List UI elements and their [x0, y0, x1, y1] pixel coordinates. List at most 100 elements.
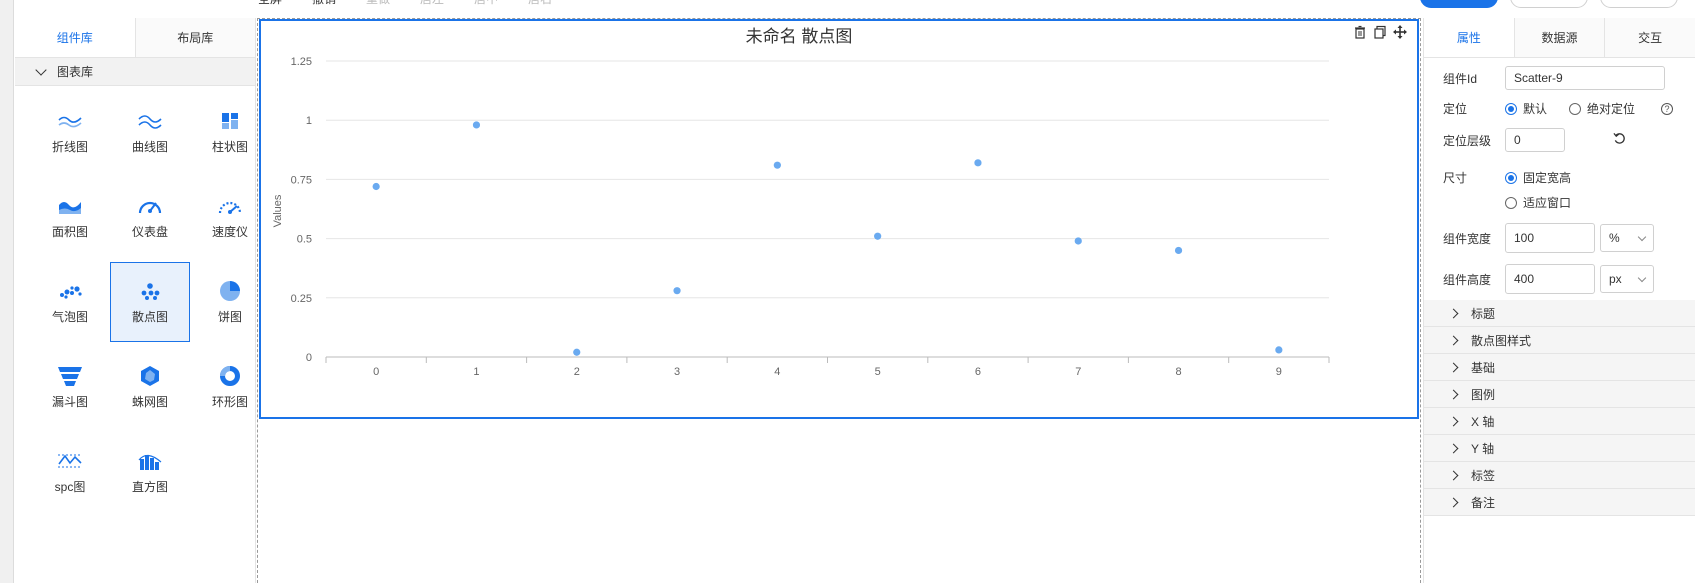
- size-fit-radio[interactable]: [1505, 196, 1517, 209]
- section-label: X 轴: [1471, 414, 1495, 429]
- section-label: Y 轴: [1471, 441, 1495, 456]
- chart-library-section-header[interactable]: 图表库: [15, 58, 255, 86]
- component-id-input[interactable]: Scatter-9: [1505, 66, 1665, 90]
- height-unit-select[interactable]: px: [1600, 265, 1654, 293]
- y-axis-label: Values: [272, 194, 284, 227]
- section-label: 备注: [1471, 495, 1496, 510]
- scatter-chart-icon: [141, 282, 160, 300]
- zindex-input[interactable]: 0: [1505, 128, 1565, 152]
- scatter-chart: 0 0.25 0.5 0.75 1 1.25 0 1 2 3 4 5 6 7 8 9 未命名 散点图 Valu…: [272, 27, 1330, 378]
- size-fixed-label: 固定宽高: [1523, 171, 1572, 185]
- section-label: 标签: [1471, 468, 1496, 483]
- chart-item-speedometer[interactable]: 速度仪: [190, 177, 270, 257]
- tab-datasource[interactable]: 数据源: [1513, 18, 1605, 57]
- copy-icon[interactable]: [1373, 25, 1387, 39]
- chart-item-label: 环形图: [211, 394, 248, 409]
- chart-item-label: 饼图: [217, 309, 242, 324]
- scatter-point[interactable]: [673, 287, 681, 295]
- width-unit-select[interactable]: %: [1600, 224, 1654, 252]
- scatter-point[interactable]: [1074, 237, 1082, 245]
- move-icon[interactable]: [1393, 25, 1407, 39]
- section-basic-collapse[interactable]: 基础: [1424, 354, 1695, 381]
- chart-item-funnel[interactable]: 漏斗图: [30, 347, 110, 427]
- section-y-axis-collapse[interactable]: Y 轴: [1424, 435, 1695, 462]
- chevron-right-icon: [1448, 335, 1459, 345]
- tab-interaction[interactable]: 交互: [1604, 18, 1695, 57]
- toolbar-undo[interactable]: 撤销: [312, 0, 336, 10]
- tab-layouts[interactable]: 布局库: [135, 18, 255, 57]
- y-tick-label: 0.75: [291, 174, 312, 186]
- chart-item-donut[interactable]: 环形图: [190, 347, 270, 427]
- tab-components[interactable]: 组件库: [15, 18, 136, 57]
- help-icon[interactable]: ?: [1661, 102, 1674, 115]
- section-notes-collapse[interactable]: 备注: [1424, 489, 1695, 516]
- reset-icon[interactable]: [1613, 132, 1626, 148]
- size-fixed-radio[interactable]: [1505, 171, 1517, 184]
- chart-item-area[interactable]: 面积图: [30, 177, 110, 257]
- y-tick-label: 0: [306, 352, 312, 364]
- tab-properties[interactable]: 属性: [1424, 18, 1514, 57]
- chart-item-curve[interactable]: 曲线图: [110, 92, 190, 172]
- chart-item-bubble[interactable]: 气泡图: [30, 262, 110, 342]
- scatter-point[interactable]: [372, 182, 380, 191]
- zindex-row: 定位层级 0: [1443, 128, 1626, 152]
- section-legend-collapse[interactable]: 图例: [1424, 381, 1695, 408]
- top-button-3[interactable]: [1600, 0, 1678, 8]
- scatter-point[interactable]: [472, 121, 481, 129]
- scatter-chart-component[interactable]: 0 0.25 0.5 0.75 1 1.25 0 1 2 3 4 5 6 7 8 9 未命名 散点图 Valu…: [259, 19, 1419, 419]
- top-button-2[interactable]: [1510, 0, 1588, 8]
- section-scatter-style-collapse[interactable]: 散点图样式: [1424, 327, 1695, 354]
- toolbar-align-right[interactable]: 居右: [528, 0, 552, 10]
- chart-item-label: 柱状图: [211, 139, 248, 154]
- position-absolute-radio[interactable]: [1569, 102, 1582, 115]
- width-input[interactable]: 100: [1505, 223, 1595, 253]
- trash-icon[interactable]: [1353, 25, 1367, 39]
- position-label: 定位: [1443, 102, 1468, 116]
- x-tick-label: 2: [574, 366, 580, 378]
- bubble-chart-icon: [60, 285, 82, 299]
- chart-item-histogram[interactable]: 直方图: [110, 432, 190, 512]
- section-x-axis-collapse[interactable]: X 轴: [1424, 408, 1695, 435]
- pie-chart-icon: [220, 280, 240, 301]
- chart-item-spc[interactable]: spc图: [30, 432, 110, 512]
- chart-item-label: 曲线图: [131, 139, 168, 154]
- design-canvas[interactable]: [257, 18, 1421, 583]
- position-default-radio[interactable]: [1505, 102, 1517, 115]
- chevron-right-icon: [1448, 497, 1459, 507]
- gauge-icon: [138, 201, 162, 213]
- height-unit-value: px: [1609, 272, 1622, 286]
- y-tick-label: 0.25: [291, 293, 312, 305]
- top-toolbar: 全屏 撤销 重做 居左 居中 居右: [258, 0, 582, 10]
- scatter-point[interactable]: [1275, 346, 1283, 354]
- height-input[interactable]: 400: [1505, 264, 1595, 294]
- chart-item-pie[interactable]: 饼图: [190, 262, 270, 342]
- area-chart-icon: [59, 201, 81, 214]
- chart-item-line[interactable]: 折线图: [30, 92, 110, 172]
- toolbar-align-center[interactable]: 居中: [474, 0, 498, 10]
- x-tick-label: 4: [774, 366, 780, 378]
- section-labels-collapse[interactable]: 标签: [1424, 462, 1695, 489]
- chart-item-bar[interactable]: 柱状图: [190, 92, 270, 172]
- scatter-point[interactable]: [1174, 246, 1183, 255]
- chart-item-label: 面积图: [51, 224, 88, 239]
- toolbar-align-left[interactable]: 居左: [420, 0, 444, 10]
- size-label: 尺寸: [1443, 171, 1468, 185]
- position-row: 定位 默认 绝对定位 ?: [1443, 100, 1674, 117]
- y-tick-label: 0.5: [297, 234, 312, 246]
- chart-item-radar[interactable]: 蛛网图: [110, 347, 190, 427]
- toolbar-redo[interactable]: 重做: [366, 0, 390, 10]
- chart-title: 未命名 散点图: [746, 27, 853, 46]
- chart-item-gauge[interactable]: 仪表盘: [110, 177, 190, 257]
- scatter-point[interactable]: [974, 159, 982, 167]
- top-primary-button[interactable]: [1420, 0, 1498, 8]
- scatter-point[interactable]: [773, 161, 781, 169]
- height-label: 组件高度: [1443, 272, 1492, 287]
- scatter-point[interactable]: [573, 348, 581, 356]
- chart-item-label: spc图: [54, 479, 86, 494]
- toolbar-fullscreen[interactable]: 全屏: [258, 0, 282, 10]
- section-title-collapse[interactable]: 标题: [1424, 300, 1695, 327]
- chart-item-scatter[interactable]: 散点图: [110, 262, 190, 342]
- chevron-right-icon: [1448, 470, 1459, 480]
- scatter-point[interactable]: [874, 232, 882, 240]
- size-fit-row: 适应窗口: [1505, 194, 1571, 211]
